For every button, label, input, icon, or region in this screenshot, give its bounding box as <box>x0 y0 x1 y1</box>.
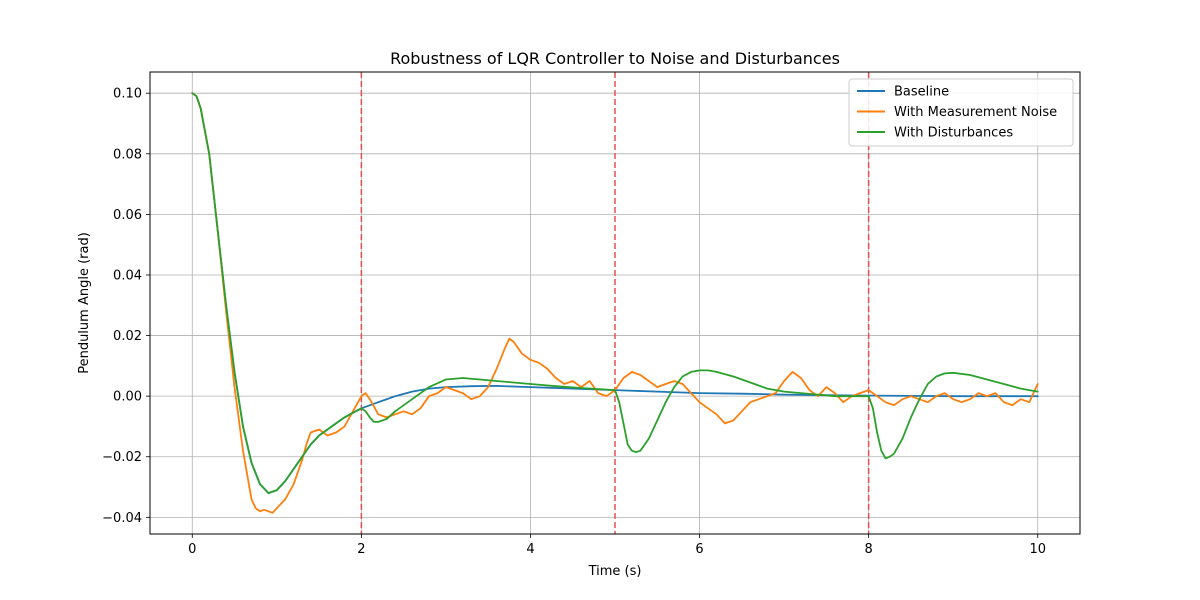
y-tick-label: 0.06 <box>113 208 142 223</box>
y-tick-label: 0.10 <box>113 87 142 102</box>
x-axis-label: Time (s) <box>588 564 642 579</box>
y-tick-label: −0.04 <box>102 511 142 526</box>
series-line <box>191 92 1039 514</box>
y-tick-label: 0.04 <box>113 268 142 283</box>
legend-label: With Measurement Noise <box>894 105 1057 120</box>
x-tick-label: 8 <box>864 542 872 557</box>
legend: Baseline With Measurement Noise With Distu… <box>848 78 1074 147</box>
series-lines <box>191 92 1039 514</box>
y-tick-label: 0.08 <box>113 147 142 162</box>
y-tick-label: 0.00 <box>113 390 142 405</box>
chart-title: Robustness of LQR Controller to Noise an… <box>390 49 840 68</box>
y-tick-label: 0.02 <box>113 329 142 344</box>
y-axis-label: Pendulum Angle (rad) <box>77 232 92 374</box>
disturbance-markers <box>360 72 870 534</box>
x-tick-label: 10 <box>1029 542 1046 557</box>
x-tick-label: 0 <box>188 542 196 557</box>
y-tick-label: −0.02 <box>102 450 142 465</box>
x-tick-label: 2 <box>357 542 365 557</box>
x-tick-label: 4 <box>526 542 534 557</box>
legend-label: Baseline <box>894 85 949 100</box>
legend-box <box>848 78 1074 147</box>
x-tick-label: 6 <box>695 542 703 557</box>
plot-frame <box>149 71 1081 535</box>
series-line <box>191 92 1039 495</box>
axis-ticks: 0 2 4 6 8 10 −0.04 −0.02 0.00 0.02 0.04 0.06 0.08 0.1… <box>102 87 1046 557</box>
legend-label: With Disturbances <box>894 126 1013 141</box>
